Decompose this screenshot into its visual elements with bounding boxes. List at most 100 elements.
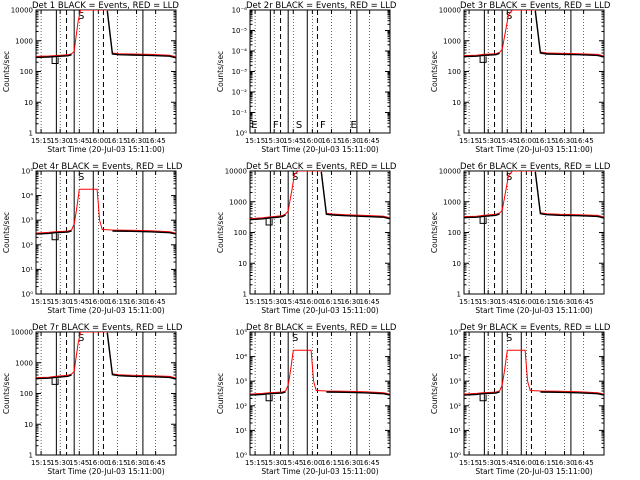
interval-marker: E (351, 120, 357, 131)
y-tick-label: 10000 (439, 168, 461, 176)
events-series-line (112, 230, 176, 235)
x-axis-label: Start Time (20-Jul-03 15:11:00) (261, 306, 378, 315)
y-axis-label: Counts/sec (216, 51, 225, 92)
lld-series-line (36, 10, 176, 58)
y-tick-label: 1000 (15, 37, 33, 45)
x-tick-label: 15:15 (245, 298, 265, 306)
y-tick-label: 10⁴ (449, 353, 461, 361)
y-tick-label: 10⁻⁶ (232, 7, 248, 15)
x-tick-label: 15:45 (69, 137, 89, 145)
x-tick-label: 15:15 (31, 459, 51, 467)
y-tick-label: 10² (449, 402, 461, 410)
panel-title: Det 4r BLACK = Events, RED = LLD (32, 162, 183, 172)
y-tick-label: 10 (24, 421, 33, 429)
x-tick-label: 16:45 (360, 137, 380, 145)
x-tick-label: 16:00 (516, 137, 536, 145)
y-axis-label: Counts/sec (430, 51, 439, 92)
detector-panel-2: Det 2r BLACK = Events, RED = LLD15:1515:… (216, 1, 397, 154)
y-tick-label: 1 (29, 452, 33, 460)
detector-panel-8: Det 8r BLACK = Events, RED = LLD15:1515:… (216, 323, 397, 476)
lld-series-line (464, 349, 604, 395)
x-axis-label: Start Time (20-Jul-03 15:11:00) (47, 306, 164, 315)
events-series-line (534, 10, 604, 58)
y-axis-label: Counts/sec (2, 373, 11, 414)
interval-marker: S (296, 120, 302, 131)
x-tick-label: 16:15 (107, 137, 127, 145)
x-tick-label: 15:15 (31, 298, 51, 306)
y-tick-label: 10000 (439, 7, 461, 15)
x-axis-label: Start Time (20-Jul-03 15:11:00) (261, 467, 378, 476)
interval-marker: S (78, 333, 84, 344)
y-tick-label: 1000 (443, 37, 461, 45)
x-tick-label: 15:15 (459, 459, 479, 467)
y-axis-label: Counts/sec (216, 212, 225, 253)
x-tick-label: 16:30 (554, 137, 574, 145)
x-tick-label: 16:30 (126, 137, 146, 145)
detector-panel-7: Det 7r BLACK = Events, RED = LLD15:1515:… (2, 323, 183, 476)
x-tick-label: 16:15 (535, 137, 555, 145)
data-gap-glyph (479, 394, 487, 402)
x-tick-label: 15:30 (264, 137, 284, 145)
y-axis-label: Counts/sec (430, 373, 439, 414)
y-tick-label: 100 (448, 68, 461, 76)
panel-frame (463, 331, 605, 456)
x-tick-label: 15:45 (497, 137, 517, 145)
events-series-line (106, 10, 176, 59)
data-gap-glyph (479, 217, 487, 224)
panel-title: Det 8r BLACK = Events, RED = LLD (246, 323, 397, 333)
x-tick-label: 15:45 (283, 459, 303, 467)
x-tick-label: 16:15 (535, 459, 555, 467)
y-tick-label: 10³ (21, 217, 33, 225)
x-tick-label: 16:15 (321, 298, 341, 306)
interval-marker: S (506, 11, 512, 22)
x-tick-label: 16:45 (146, 298, 166, 306)
x-tick-label: 15:45 (69, 298, 89, 306)
panel-title: Det 5r BLACK = Events, RED = LLD (246, 162, 397, 172)
panel-frame (463, 9, 605, 134)
y-tick-label: 10 (452, 99, 461, 107)
panel-frame (249, 170, 391, 295)
data-gap-glyph (265, 218, 273, 226)
lld-series-line (250, 349, 390, 395)
data-gap-glyph (51, 57, 59, 65)
x-axis-label: Start Time (20-Jul-03 15:11:00) (47, 467, 164, 476)
y-tick-label: 10 (24, 99, 33, 107)
x-axis-label: Start Time (20-Jul-03 15:11:00) (261, 145, 378, 154)
panel-frame (249, 331, 391, 456)
x-tick-label: 15:15 (245, 137, 265, 145)
x-tick-label: 16:30 (340, 459, 360, 467)
panel-frame (35, 331, 177, 456)
panel-frame (35, 9, 177, 134)
y-tick-label: 10⁰ (21, 291, 33, 299)
detector-panel-4: Det 4r BLACK = Events, RED = LLD 15:15 15:… (2, 162, 183, 315)
x-tick-label: 16:15 (107, 459, 127, 467)
x-tick-label: 16:45 (574, 459, 594, 467)
lld-series-line (250, 171, 390, 220)
events-series-line (250, 214, 286, 221)
lld-series-line (36, 332, 176, 379)
y-tick-label: 10⁰ (235, 130, 247, 138)
x-tick-label: 16:15 (321, 137, 341, 145)
x-tick-label: 16:45 (146, 459, 166, 467)
y-tick-label: 10¹ (235, 427, 247, 435)
y-tick-label: 10⁻² (232, 89, 248, 97)
x-tick-label: 16:15 (321, 459, 341, 467)
x-tick-label: 16:00 (516, 298, 536, 306)
panel-title: Det 1 BLACK = Events, RED = LLD (32, 1, 179, 11)
data-gap-glyph (265, 394, 273, 402)
y-axis-label: Counts/sec (216, 373, 225, 414)
panel-title: Det 6r BLACK = Events, RED = LLD (460, 162, 611, 172)
data-gap-glyph (479, 56, 487, 63)
y-tick-label: 10⁵ (235, 329, 247, 337)
x-tick-label: 15:15 (459, 137, 479, 145)
detector-panel-6: Det 6r BLACK = Events, RED = LLD15:1515:… (430, 162, 611, 315)
x-tick-label: 16:45 (360, 298, 380, 306)
panel-frame (35, 170, 177, 295)
data-gap-glyph (51, 233, 59, 241)
x-tick-label: 16:00 (88, 298, 108, 306)
lld-series-line (36, 188, 176, 234)
panel-frame (463, 170, 605, 295)
y-tick-label: 10⁻⁴ (232, 48, 248, 56)
x-tick-label: 16:30 (340, 137, 360, 145)
x-tick-label: 15:45 (497, 459, 517, 467)
